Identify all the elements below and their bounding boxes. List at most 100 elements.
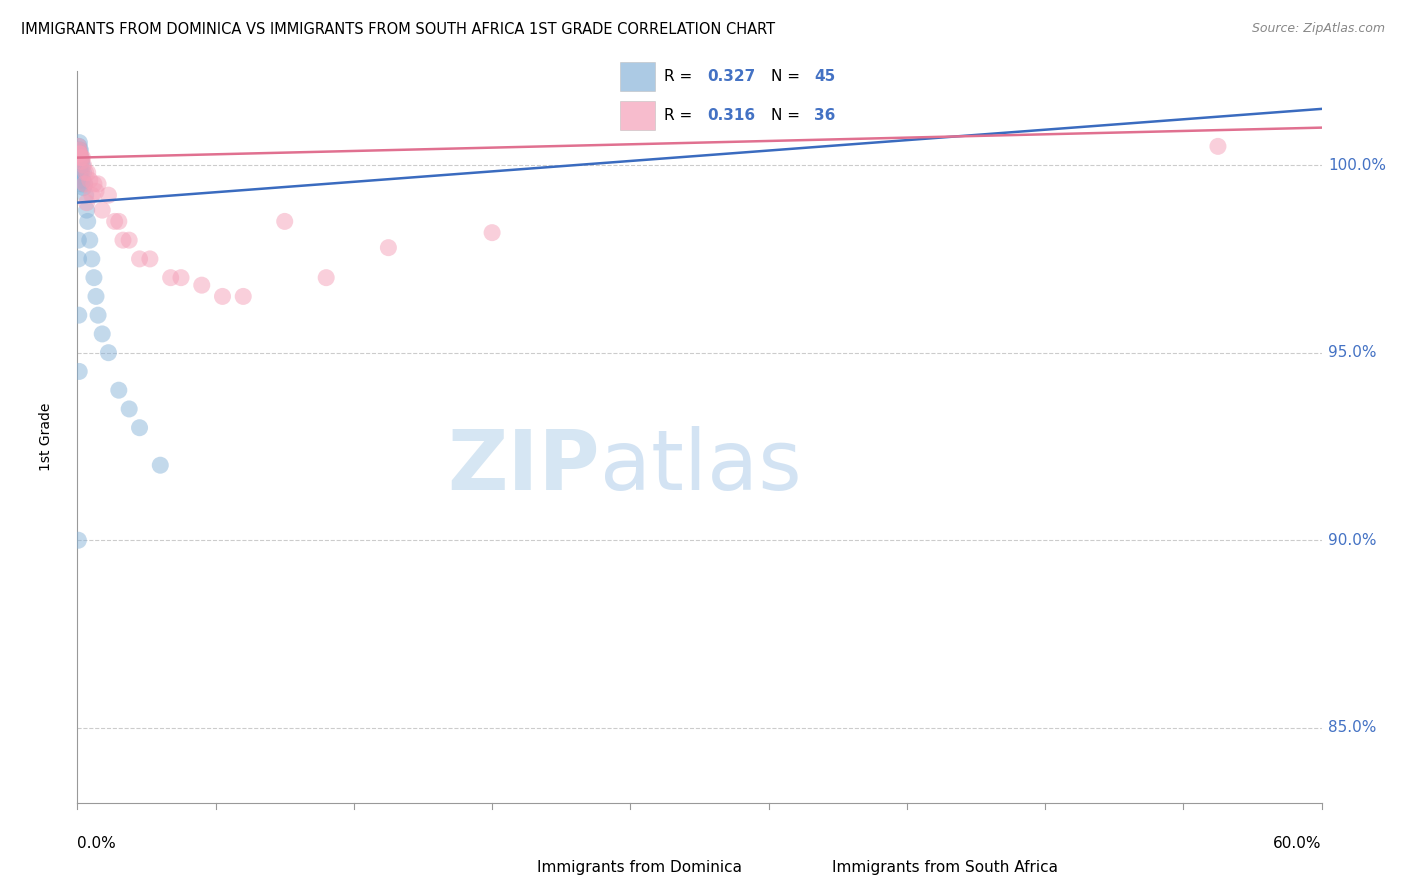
Point [72,158,94,172]
Point [481,226,503,240]
Point [67,143,90,157]
Point [67,166,90,180]
Point [67,308,90,322]
Text: 90.0%: 90.0% [1327,533,1376,548]
Point [139,252,162,266]
Point [67,136,90,150]
Text: 45: 45 [814,69,835,84]
Text: R =: R = [664,108,697,123]
Point [1206,139,1229,153]
Point [70,154,93,169]
Point [67,143,90,157]
Point [72,166,94,180]
Point [76,166,98,180]
Point [79,173,101,187]
Text: N =: N = [770,69,804,84]
Point [75,188,97,202]
Point [72,158,94,172]
Text: Source: ZipAtlas.com: Source: ZipAtlas.com [1251,22,1385,36]
Point [76,203,98,218]
Text: 85.0%: 85.0% [1327,720,1376,735]
Point [67,252,90,266]
Point [97,345,120,359]
Point [83,177,105,191]
FancyBboxPatch shape [620,62,655,91]
Point [70,154,93,169]
Text: 0.327: 0.327 [707,69,756,84]
Point [69,143,91,157]
Point [69,166,91,180]
Point [67,161,90,176]
Point [70,151,93,165]
Point [274,214,297,228]
Point [83,270,105,285]
Point [97,188,120,202]
Point [191,278,214,293]
Point [67,533,90,548]
Point [67,233,90,247]
Point [69,147,91,161]
Point [70,151,93,165]
Text: N =: N = [770,108,804,123]
Point [76,214,98,228]
Text: ZIP: ZIP [447,425,600,507]
Point [72,180,94,194]
Point [104,214,127,228]
Point [67,158,90,172]
Point [76,195,98,210]
Point [108,214,129,228]
Text: Immigrants from Dominica: Immigrants from Dominica [537,860,742,874]
Point [159,270,181,285]
Point [72,151,94,165]
Point [118,401,141,416]
Text: 36: 36 [814,108,837,123]
Text: 1st Grade: 1st Grade [39,403,53,471]
Point [67,143,90,157]
Point [69,147,91,161]
Point [69,173,91,187]
Point [232,289,254,303]
Point [72,173,94,187]
Point [67,139,90,153]
Point [87,177,110,191]
Point [80,188,103,202]
Point [80,252,103,266]
Point [149,458,172,473]
Point [67,147,90,161]
Text: atlas: atlas [600,425,801,507]
Point [211,289,233,303]
Point [75,166,97,180]
Point [70,166,93,180]
Text: 0.316: 0.316 [707,108,755,123]
Point [67,151,90,165]
Point [67,364,90,378]
Text: 0.0%: 0.0% [77,836,117,851]
Point [91,203,114,218]
Point [170,270,193,285]
Text: Immigrants from South Africa: Immigrants from South Africa [832,860,1059,874]
Point [73,177,96,191]
Text: 95.0%: 95.0% [1327,345,1376,360]
Point [70,166,93,180]
Point [111,233,134,247]
Point [84,289,107,303]
Point [70,177,93,191]
Text: R =: R = [664,69,697,84]
Point [315,270,337,285]
Point [67,154,90,169]
Point [91,326,114,341]
Point [118,233,141,247]
Point [87,308,110,322]
Point [67,139,90,153]
Point [67,169,90,184]
Point [128,420,150,434]
Point [108,383,129,397]
FancyBboxPatch shape [620,101,655,130]
Point [377,241,399,255]
Point [84,185,107,199]
Text: 100.0%: 100.0% [1327,158,1386,173]
Point [69,158,91,172]
Point [73,177,96,191]
Point [67,151,90,165]
Text: IMMIGRANTS FROM DOMINICA VS IMMIGRANTS FROM SOUTH AFRICA 1ST GRADE CORRELATION C: IMMIGRANTS FROM DOMINICA VS IMMIGRANTS F… [21,22,775,37]
